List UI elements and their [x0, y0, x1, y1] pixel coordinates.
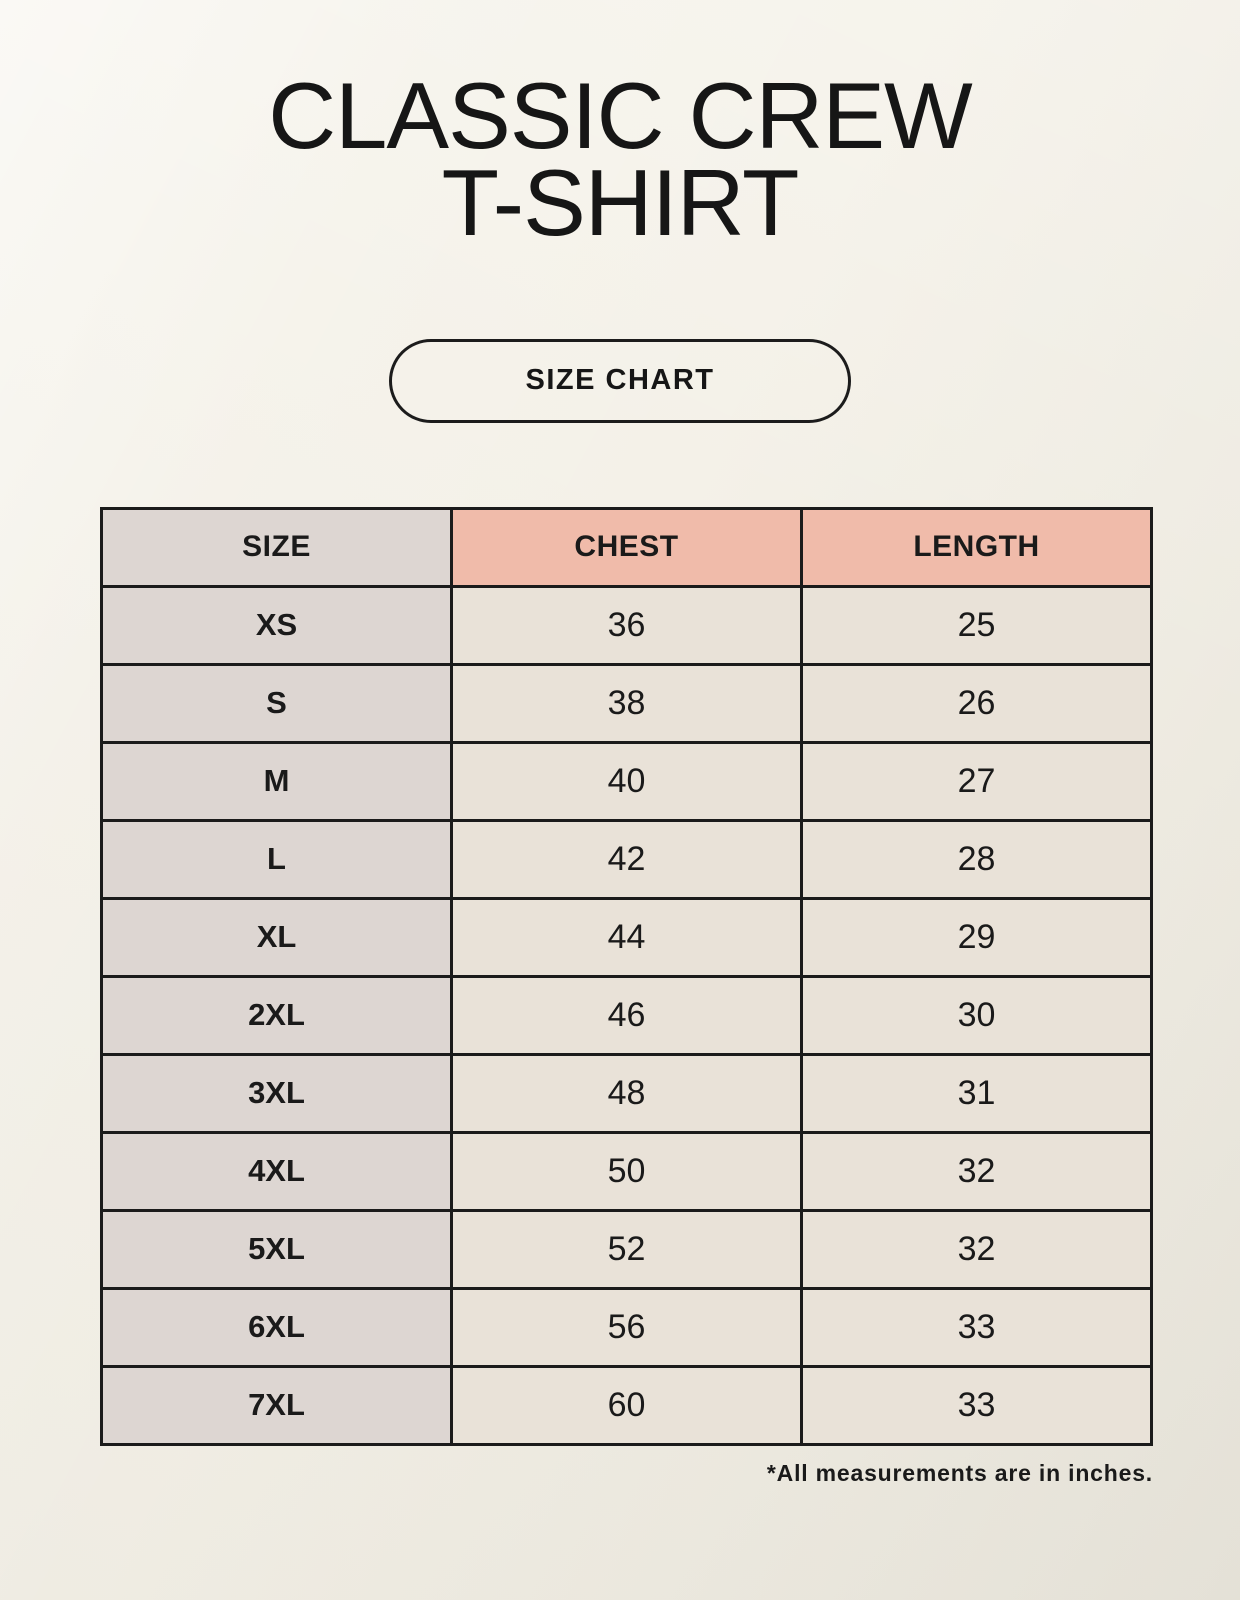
page-title-line2: T-SHIRT [441, 150, 800, 256]
chest-cell: 50 [450, 1130, 803, 1212]
size-cell: XL [100, 896, 453, 978]
chest-cell: 38 [450, 662, 803, 744]
table-row: 6XL 56 33 [100, 1286, 1153, 1368]
length-cell: 31 [800, 1052, 1153, 1134]
column-header-size: SIZE [100, 506, 453, 588]
size-cell: 3XL [100, 1052, 453, 1134]
table-row: XL 44 29 [100, 896, 1153, 978]
chest-cell: 48 [450, 1052, 803, 1134]
chest-cell: 56 [450, 1286, 803, 1368]
column-header-length: LENGTH [800, 506, 1153, 588]
size-cell: 7XL [100, 1364, 453, 1446]
measurements-note: *All measurements are in inches. [766, 1459, 1153, 1486]
table-row: S 38 26 [100, 662, 1153, 744]
page-title: CLASSIC CREW T-SHIRT [0, 0, 1240, 250]
table-row: M 40 27 [100, 740, 1153, 822]
table-row: 4XL 50 32 [100, 1130, 1153, 1212]
table-header-row: SIZE CHEST LENGTH [100, 506, 1153, 588]
chest-cell: 36 [450, 584, 803, 666]
size-cell: 2XL [100, 974, 453, 1056]
table-row: L 42 28 [100, 818, 1153, 900]
chest-cell: 40 [450, 740, 803, 822]
chest-cell: 60 [450, 1364, 803, 1446]
table-row: 5XL 52 32 [100, 1208, 1153, 1290]
size-cell: S [100, 662, 453, 744]
size-cell: 6XL [100, 1286, 453, 1368]
page-title-line1: CLASSIC CREW [268, 63, 973, 168]
table-row: XS 36 25 [100, 584, 1153, 666]
size-chart-button[interactable]: SIZE CHART [389, 338, 851, 423]
length-cell: 33 [800, 1364, 1153, 1446]
length-cell: 30 [800, 974, 1153, 1056]
size-table: SIZE CHEST LENGTH XS 36 25 S 38 26 M 40 … [100, 506, 1153, 1446]
length-cell: 33 [800, 1286, 1153, 1368]
size-cell: 5XL [100, 1208, 453, 1290]
length-cell: 27 [800, 740, 1153, 822]
size-cell: L [100, 818, 453, 900]
chest-cell: 52 [450, 1208, 803, 1290]
length-cell: 28 [800, 818, 1153, 900]
size-cell: XS [100, 584, 453, 666]
column-header-chest: CHEST [450, 506, 803, 588]
chest-cell: 42 [450, 818, 803, 900]
length-cell: 29 [800, 896, 1153, 978]
length-cell: 25 [800, 584, 1153, 666]
table-row: 2XL 46 30 [100, 974, 1153, 1056]
chest-cell: 44 [450, 896, 803, 978]
table-row: 3XL 48 31 [100, 1052, 1153, 1134]
length-cell: 32 [800, 1208, 1153, 1290]
table-row: 7XL 60 33 [100, 1364, 1153, 1446]
size-cell: M [100, 740, 453, 822]
length-cell: 26 [800, 662, 1153, 744]
chest-cell: 46 [450, 974, 803, 1056]
size-cell: 4XL [100, 1130, 453, 1212]
length-cell: 32 [800, 1130, 1153, 1212]
